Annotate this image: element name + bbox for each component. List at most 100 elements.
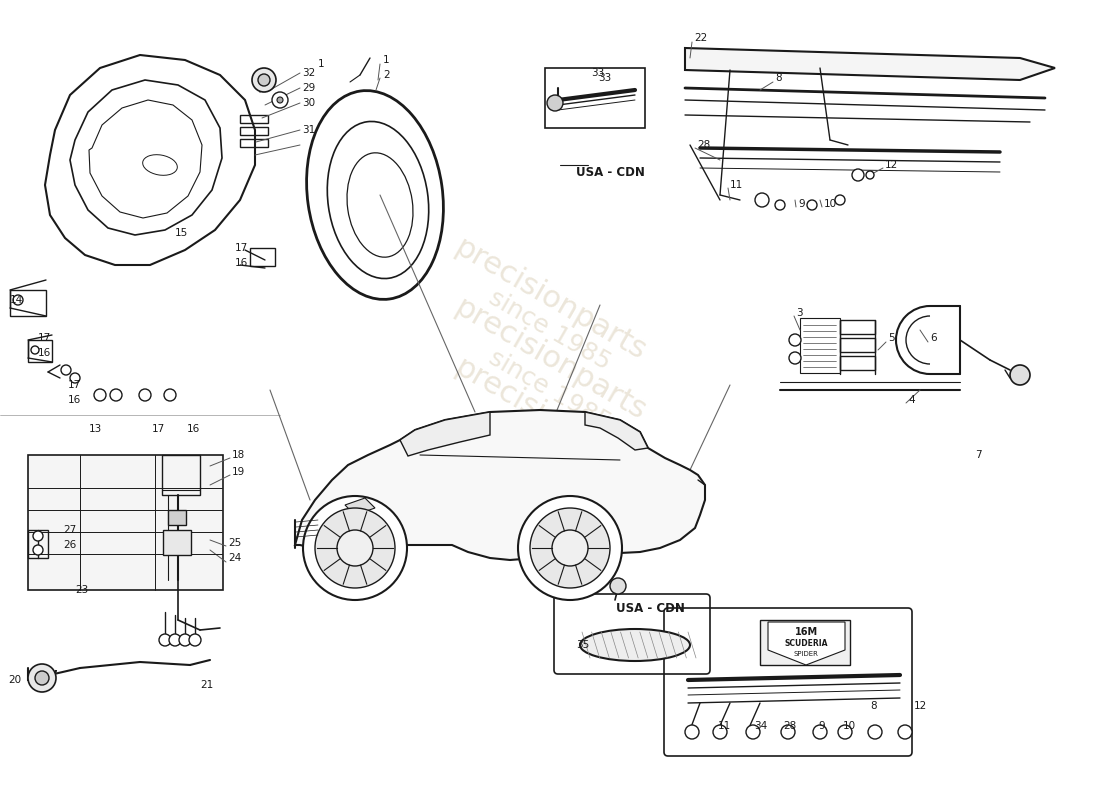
Bar	[28, 530, 48, 558]
Circle shape	[898, 725, 912, 739]
Circle shape	[789, 352, 801, 364]
Polygon shape	[345, 498, 375, 515]
Text: 17: 17	[152, 424, 165, 434]
Bar	[163, 530, 191, 555]
Text: 16: 16	[235, 258, 249, 268]
Circle shape	[838, 725, 853, 739]
Circle shape	[518, 496, 622, 600]
Circle shape	[547, 95, 563, 111]
Text: 16M: 16M	[794, 627, 817, 637]
Bar	[840, 356, 874, 370]
Text: 31: 31	[302, 125, 316, 135]
Text: 19: 19	[232, 467, 245, 477]
Text: 17: 17	[68, 380, 81, 390]
Text: 11: 11	[730, 180, 744, 190]
Text: 5: 5	[888, 333, 894, 343]
Circle shape	[776, 200, 785, 210]
Polygon shape	[685, 48, 1055, 80]
Bar	[240, 127, 268, 135]
Text: 11: 11	[718, 721, 732, 731]
Bar	[760, 620, 850, 665]
Bar	[10, 290, 46, 316]
Bar	[250, 248, 275, 266]
Polygon shape	[400, 412, 490, 456]
Text: 34: 34	[754, 721, 768, 731]
Text: precisionparts: precisionparts	[449, 354, 651, 486]
Text: 9: 9	[798, 199, 804, 209]
Circle shape	[13, 295, 23, 305]
Circle shape	[164, 389, 176, 401]
Circle shape	[685, 725, 698, 739]
Circle shape	[277, 97, 283, 103]
Text: 17: 17	[39, 333, 52, 343]
Circle shape	[552, 530, 589, 566]
Bar	[168, 510, 186, 525]
Text: since 1985: since 1985	[485, 466, 615, 554]
Polygon shape	[768, 622, 845, 665]
Text: 18: 18	[232, 450, 245, 460]
Text: since 1985: since 1985	[485, 346, 615, 434]
Circle shape	[835, 195, 845, 205]
Text: 17: 17	[235, 243, 249, 253]
Text: 25: 25	[228, 538, 241, 548]
Text: 8: 8	[776, 73, 782, 83]
Circle shape	[35, 671, 50, 685]
Circle shape	[252, 68, 276, 92]
Text: 10: 10	[843, 721, 856, 731]
Text: 35: 35	[576, 640, 590, 650]
Text: 33: 33	[598, 73, 612, 83]
Text: precisionparts: precisionparts	[449, 414, 651, 546]
Text: 8: 8	[870, 701, 877, 711]
Circle shape	[189, 634, 201, 646]
Circle shape	[713, 725, 727, 739]
Circle shape	[31, 346, 38, 354]
Bar	[162, 455, 200, 495]
Circle shape	[179, 634, 191, 646]
Circle shape	[807, 200, 817, 210]
Text: SPIDER: SPIDER	[793, 651, 818, 657]
Circle shape	[337, 530, 373, 566]
Text: 1: 1	[318, 59, 324, 69]
Circle shape	[60, 365, 72, 375]
Circle shape	[33, 545, 43, 555]
Circle shape	[94, 389, 106, 401]
Text: 30: 30	[302, 98, 315, 108]
Text: precisionparts: precisionparts	[449, 294, 651, 426]
Circle shape	[28, 664, 56, 692]
Circle shape	[530, 508, 610, 588]
Circle shape	[139, 389, 151, 401]
Ellipse shape	[580, 629, 690, 661]
Circle shape	[781, 725, 795, 739]
Text: 23: 23	[75, 585, 88, 595]
Text: 16: 16	[39, 348, 52, 358]
Bar	[800, 318, 840, 373]
Circle shape	[110, 389, 122, 401]
Circle shape	[258, 74, 270, 86]
Polygon shape	[585, 412, 648, 450]
Circle shape	[746, 725, 760, 739]
Bar	[544, 68, 645, 128]
Bar	[240, 115, 268, 123]
Text: 9: 9	[818, 721, 825, 731]
Text: 21: 21	[200, 680, 213, 690]
Text: USA - CDN: USA - CDN	[616, 602, 684, 614]
Text: USA - CDN: USA - CDN	[575, 166, 645, 178]
Text: 20: 20	[8, 675, 21, 685]
Circle shape	[272, 92, 288, 108]
Bar	[28, 340, 52, 362]
Circle shape	[789, 334, 801, 346]
Text: 10: 10	[824, 199, 837, 209]
Circle shape	[33, 531, 43, 541]
Text: 28: 28	[783, 721, 796, 731]
Circle shape	[755, 193, 769, 207]
Text: 12: 12	[914, 701, 927, 711]
Text: 14: 14	[10, 295, 23, 305]
Circle shape	[866, 171, 874, 179]
Text: 28: 28	[697, 140, 711, 150]
Text: 27: 27	[63, 525, 76, 535]
Text: 7: 7	[975, 450, 981, 460]
Text: 16: 16	[68, 395, 81, 405]
Circle shape	[610, 578, 626, 594]
Circle shape	[169, 634, 182, 646]
Text: 16: 16	[187, 424, 200, 434]
